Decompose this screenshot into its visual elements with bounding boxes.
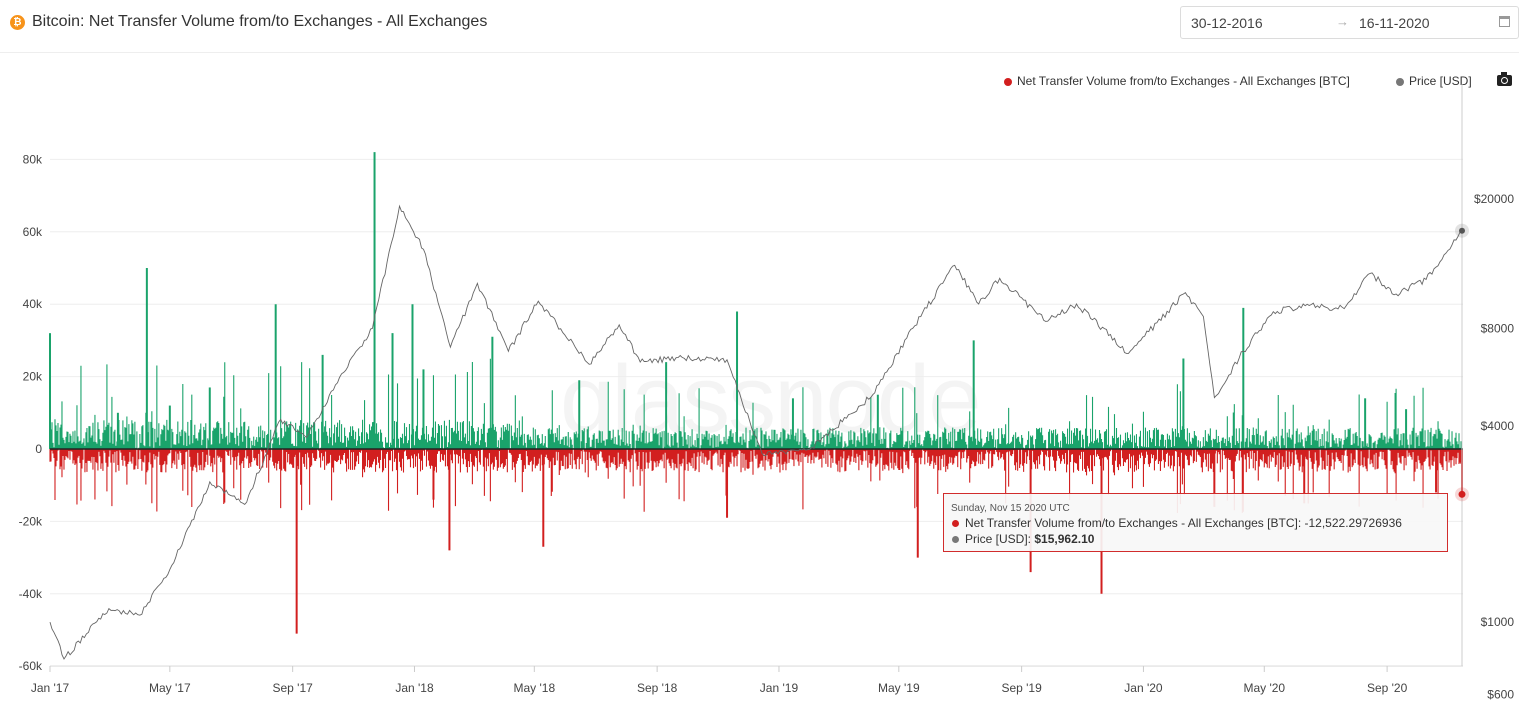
price-line [49, 204, 1463, 660]
date-end-input[interactable]: 16-11-2020 [1359, 15, 1430, 31]
date-range-picker[interactable]: 30-12-2016 → 16-11-2020 [1180, 6, 1519, 39]
chart-area[interactable]: 80k 60k 40k 20k 0 -20k -40k -60k $20000 $8000 $400… [0, 52, 1519, 716]
y-right-tick-label: $20000 [1474, 192, 1514, 206]
tooltip-net-label: Net Transfer Volume from/to Exchanges - … [965, 516, 1302, 530]
net-hover-point [1458, 490, 1466, 498]
legend-item-price[interactable]: Price [USD] [1396, 74, 1472, 88]
tooltip-date: Sunday, Nov 15 2020 UTC [951, 503, 1070, 514]
chart-header: ₿ Bitcoin: Net Transfer Volume from/to E… [0, 0, 1519, 53]
y-left-tick-label: -40k [19, 587, 43, 601]
tooltip-price-row: Price [USD]: $15,962.10 [952, 532, 1094, 546]
legend-item-net-transfer[interactable]: Net Transfer Volume from/to Exchanges - … [1004, 74, 1350, 88]
x-tick-label: May '17 [149, 681, 191, 695]
camera-icon[interactable] [1497, 72, 1512, 86]
net-transfer-bars [49, 152, 1464, 634]
y-right-tick-label: $600 [1487, 687, 1514, 701]
date-start-input[interactable]: 30-12-2016 [1191, 15, 1263, 31]
bitcoin-icon: ₿ [10, 15, 25, 30]
y-left-tick-label: 20k [23, 370, 43, 384]
watermark: glassnode [560, 345, 982, 455]
tooltip-price-label: Price [USD]: [965, 532, 1032, 546]
tooltip-price-value: $15,962.10 [1034, 532, 1095, 546]
inflow-bars-texture [49, 358, 1463, 449]
tooltip: Sunday, Nov 15 2020 UTC Net Transfer Vol… [943, 493, 1448, 552]
red-dot-icon [952, 520, 959, 528]
y-left-tick-label: 60k [23, 225, 43, 239]
tooltip-net-value: -12,522.29726936 [1304, 516, 1402, 530]
x-tick-label: Jan '19 [760, 681, 799, 695]
axis-ticks: 80k 60k 40k 20k 0 -20k -40k -60k $20000 $8000 $400… [19, 152, 1515, 701]
legend-price-label: Price [USD] [1409, 74, 1472, 88]
hover-markers [1455, 84, 1470, 666]
arrow-right-icon: → [1336, 14, 1349, 29]
x-tick-label: Sep '17 [272, 681, 313, 695]
price-line-group [49, 204, 1463, 660]
y-left-tick-label: -20k [19, 514, 43, 528]
y-left-tick-label: 40k [23, 297, 43, 311]
chart-title: Bitcoin: Net Transfer Volume from/to Exc… [32, 13, 488, 30]
grey-dot-icon [1396, 77, 1404, 86]
x-tick-label: May '18 [513, 681, 555, 695]
grey-dot-icon [952, 536, 959, 544]
x-tick-label: Jan '17 [31, 681, 70, 695]
x-tick-label: Sep '18 [637, 681, 678, 695]
red-dot-icon [1004, 77, 1012, 86]
y-left-tick-label: -60k [19, 659, 43, 673]
x-tick-label: Sep '19 [1001, 681, 1042, 695]
x-tick-label: Jan '18 [395, 681, 434, 695]
tooltip-net-row: Net Transfer Volume from/to Exchanges - … [952, 516, 1402, 530]
y-right-tick-label: $8000 [1481, 321, 1515, 335]
y-right-tick-label: $4000 [1481, 419, 1515, 433]
x-tick-label: Jan '20 [1124, 681, 1163, 695]
calendar-icon[interactable] [1499, 16, 1510, 27]
x-tick-label: Sep '20 [1367, 681, 1408, 695]
grid-lines [50, 158, 1463, 667]
x-tick-label: May '19 [878, 681, 920, 695]
y-right-tick-label: $1000 [1481, 615, 1515, 629]
y-left-tick-label: 80k [23, 152, 43, 166]
price-hover-point [1459, 227, 1466, 234]
x-tick-label: May '20 [1243, 681, 1285, 695]
legend-net-label: Net Transfer Volume from/to Exchanges - … [1017, 74, 1350, 88]
y-left-tick-label: 0 [35, 442, 42, 456]
